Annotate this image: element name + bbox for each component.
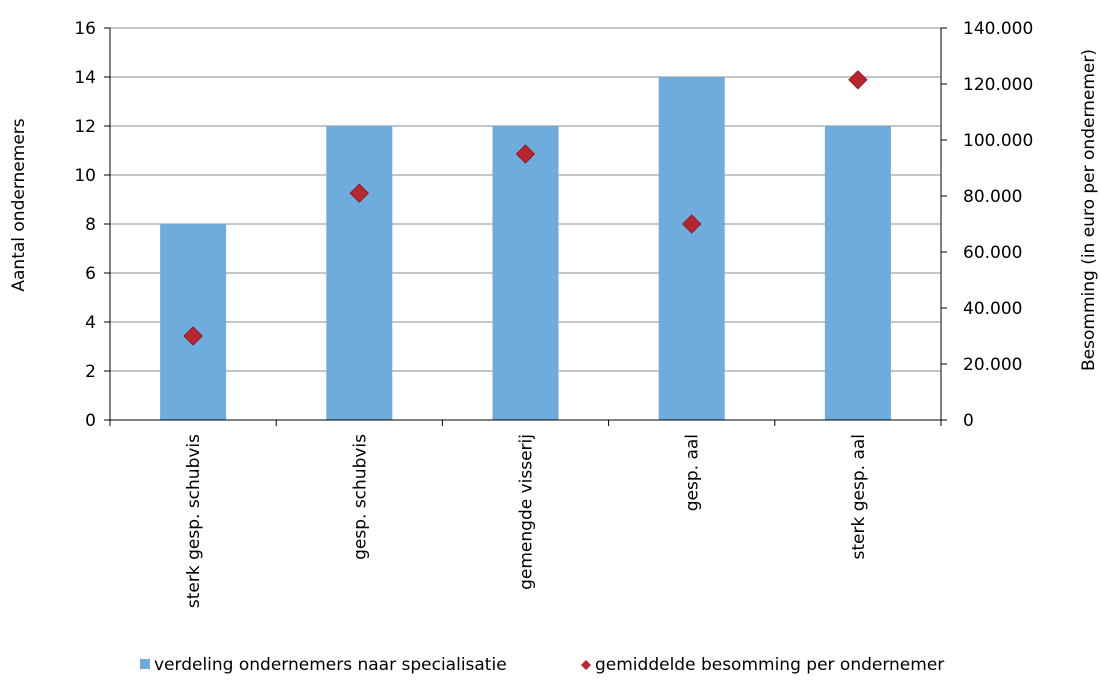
marker-5	[848, 70, 868, 90]
marker-3	[515, 144, 536, 164]
legend: verdeling ondernemers naar specialisatie…	[140, 655, 944, 675]
marker-1	[183, 326, 203, 346]
y-tick-label: 6	[85, 264, 96, 284]
y-tick-label: 14	[74, 68, 96, 88]
y2-tick-label: 40.000	[963, 299, 1022, 319]
bar-5	[824, 126, 891, 420]
y2-tick-label: 60.000	[963, 243, 1022, 263]
y2-axis-title: Besomming (in euro per ondernemer)	[1079, 49, 1099, 371]
bar-4	[658, 77, 725, 420]
bars-group	[160, 77, 891, 420]
legend-bar-swatch	[140, 659, 150, 669]
bar-1	[160, 224, 227, 420]
category-label: gemengde visserij	[517, 434, 537, 590]
y2-tick-label: 0	[963, 411, 974, 431]
y-tick-label: 0	[85, 411, 96, 431]
category-labels: sterk gesp. schubvis gesp. schubvis gemeng…	[184, 434, 869, 608]
y-tick-label: 10	[74, 166, 96, 186]
category-label: sterk gesp. schubvis	[184, 434, 204, 608]
y-tick-label: 4	[85, 313, 96, 333]
legend-diamond-label: gemiddelde besomming per ondernemer	[595, 655, 944, 675]
category-label: sterk gesp. aal	[849, 434, 869, 559]
legend-bar-label: verdeling ondernemers naar specialisatie	[154, 655, 507, 675]
category-label: gesp. schubvis	[350, 434, 370, 560]
right-axis-ticks: 0 20.000 40.000 60.000 80.000 100.000 120.000 1…	[941, 19, 1033, 431]
y-tick-label: 8	[85, 215, 96, 235]
y-tick-label: 16	[74, 19, 96, 39]
y2-tick-label: 140.000	[963, 19, 1033, 39]
bar-3	[492, 126, 559, 420]
y2-tick-label: 100.000	[963, 131, 1033, 151]
y-tick-label: 2	[85, 362, 96, 382]
legend-diamond-marker	[581, 660, 591, 670]
y-axis-title: Aantal ondernemers	[9, 118, 29, 291]
left-axis-ticks: 0 2 4 6 8 10 12 14 16	[74, 19, 110, 431]
y2-tick-label: 120.000	[963, 75, 1033, 95]
markers-group	[183, 70, 868, 346]
bar-2	[326, 126, 393, 420]
category-label: gesp. aal	[683, 434, 703, 511]
marker-2	[349, 183, 370, 203]
y2-tick-label: 20.000	[963, 355, 1022, 375]
y2-tick-label: 80.000	[963, 187, 1022, 207]
marker-4	[681, 214, 702, 234]
y-tick-label: 12	[74, 117, 96, 137]
